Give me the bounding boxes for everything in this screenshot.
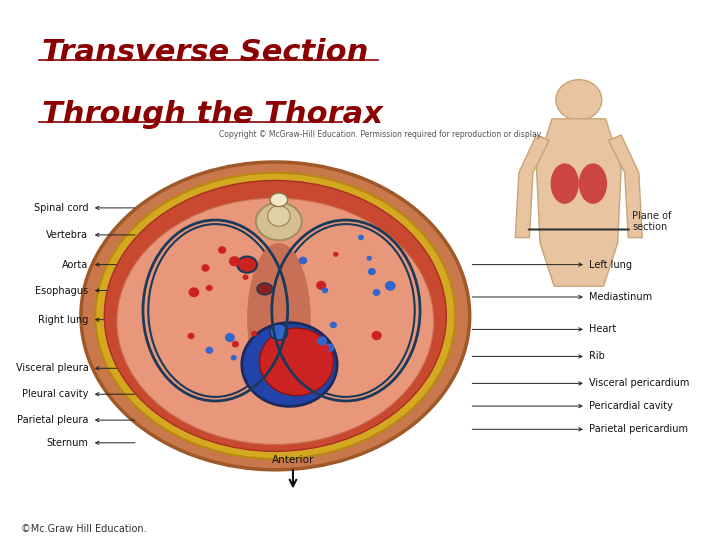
Ellipse shape [205, 347, 213, 354]
Text: Spinal cord: Spinal cord [34, 203, 89, 213]
Ellipse shape [237, 256, 257, 273]
Ellipse shape [206, 285, 212, 291]
Text: Plane of
section: Plane of section [632, 211, 672, 232]
Text: Left lung: Left lung [590, 260, 632, 269]
Text: Pericardial cavity: Pericardial cavity [590, 401, 673, 411]
Ellipse shape [270, 324, 288, 340]
Ellipse shape [242, 323, 337, 407]
Text: Aorta: Aorta [62, 260, 89, 269]
Ellipse shape [189, 287, 199, 297]
Text: Visceral pericardium: Visceral pericardium [590, 379, 690, 388]
Ellipse shape [251, 330, 257, 336]
Ellipse shape [202, 264, 210, 272]
Ellipse shape [385, 281, 395, 291]
Ellipse shape [95, 173, 455, 459]
Text: Esophagus: Esophagus [35, 286, 89, 295]
Ellipse shape [372, 331, 382, 340]
Ellipse shape [277, 224, 415, 397]
Polygon shape [536, 119, 621, 286]
Ellipse shape [270, 193, 288, 206]
Ellipse shape [218, 246, 226, 254]
Ellipse shape [322, 287, 328, 293]
Text: Right lung: Right lung [38, 315, 89, 325]
Text: ©Mc.Graw Hill Education.: ©Mc.Graw Hill Education. [21, 523, 147, 534]
Ellipse shape [288, 345, 297, 353]
Text: Copyright © McGraw-Hill Education. Permission required for reproduction or displ: Copyright © McGraw-Hill Education. Permi… [219, 130, 542, 139]
Ellipse shape [230, 355, 237, 361]
Text: Pleural cavity: Pleural cavity [22, 389, 89, 399]
Ellipse shape [259, 328, 333, 395]
Polygon shape [516, 135, 549, 238]
Ellipse shape [104, 180, 446, 451]
Ellipse shape [323, 352, 330, 359]
Ellipse shape [299, 256, 307, 265]
Ellipse shape [322, 345, 329, 352]
Ellipse shape [373, 289, 380, 296]
Ellipse shape [257, 283, 272, 295]
Ellipse shape [268, 206, 290, 226]
Ellipse shape [187, 333, 194, 339]
Ellipse shape [333, 252, 338, 257]
Ellipse shape [117, 198, 433, 444]
Ellipse shape [256, 202, 302, 240]
Ellipse shape [317, 336, 327, 346]
Text: Vertebra: Vertebra [46, 230, 89, 240]
Text: Through the Thorax: Through the Thorax [42, 100, 383, 129]
Ellipse shape [551, 163, 579, 204]
Ellipse shape [243, 274, 248, 280]
Ellipse shape [579, 163, 607, 204]
Ellipse shape [81, 162, 469, 470]
Ellipse shape [225, 333, 235, 342]
Text: Transverse Section: Transverse Section [42, 38, 369, 67]
Ellipse shape [368, 268, 376, 275]
Text: Visceral pleura: Visceral pleura [16, 363, 89, 373]
Text: Sternum: Sternum [46, 438, 89, 448]
Text: Parietal pericardium: Parietal pericardium [590, 424, 688, 434]
Ellipse shape [366, 256, 372, 261]
Ellipse shape [556, 80, 602, 120]
Ellipse shape [229, 256, 240, 266]
Text: Anterior: Anterior [271, 455, 314, 465]
Ellipse shape [247, 243, 310, 394]
Text: Rib: Rib [590, 352, 606, 361]
Text: Heart: Heart [590, 325, 616, 334]
Ellipse shape [325, 343, 334, 352]
Ellipse shape [316, 281, 326, 290]
Ellipse shape [148, 224, 282, 397]
Ellipse shape [330, 322, 337, 328]
Text: Parietal pleura: Parietal pleura [17, 415, 89, 425]
Ellipse shape [358, 234, 364, 240]
Ellipse shape [232, 341, 239, 348]
Text: Mediastinum: Mediastinum [590, 292, 652, 302]
Polygon shape [608, 135, 642, 238]
